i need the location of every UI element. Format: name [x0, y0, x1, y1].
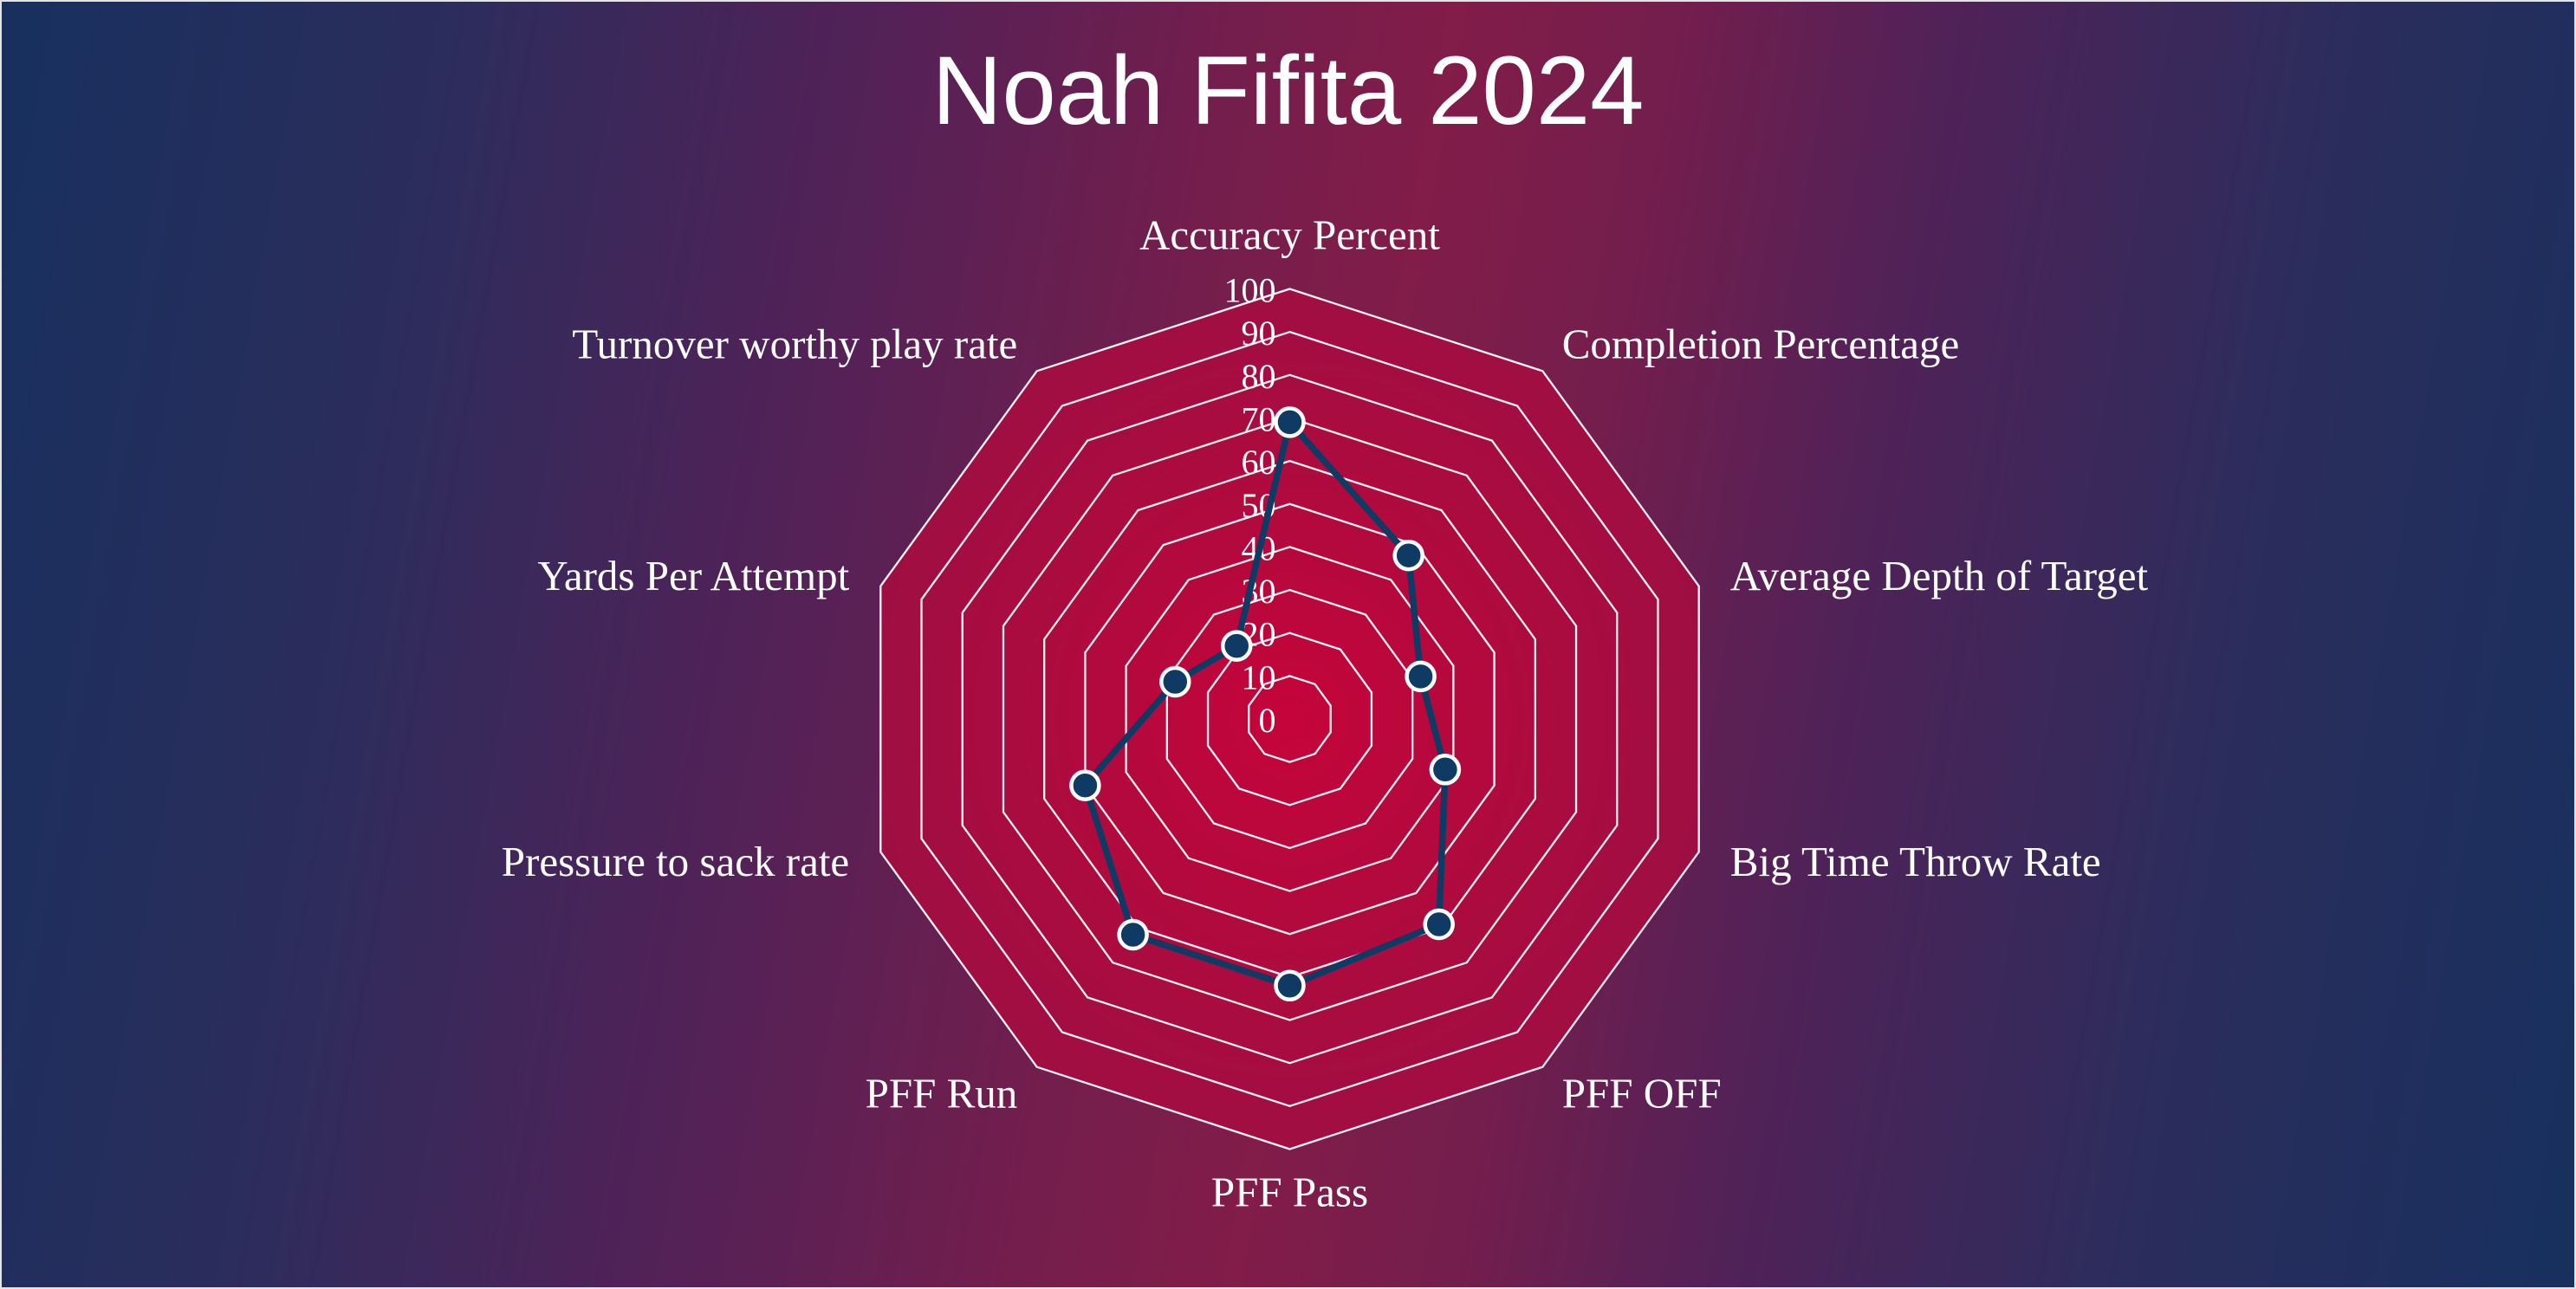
svg-text:0: 0: [1259, 701, 1276, 740]
svg-text:Pressure to sack rate: Pressure to sack rate: [502, 838, 849, 885]
svg-text:Completion Percentage: Completion Percentage: [1562, 321, 1960, 368]
svg-text:Big Time Throw Rate: Big Time Throw Rate: [1730, 838, 2101, 885]
svg-text:70: 70: [1242, 399, 1276, 438]
svg-text:PFF Pass: PFF Pass: [1211, 1169, 1368, 1216]
svg-text:Average Depth of Target: Average Depth of Target: [1730, 552, 2149, 599]
svg-text:Turnover worthy play rate: Turnover worthy play rate: [572, 321, 1017, 368]
svg-text:100: 100: [1224, 271, 1276, 310]
svg-text:10: 10: [1242, 657, 1276, 696]
svg-text:90: 90: [1242, 314, 1276, 353]
svg-text:80: 80: [1242, 357, 1276, 396]
svg-text:60: 60: [1242, 443, 1276, 482]
svg-text:PFF OFF: PFF OFF: [1562, 1069, 1722, 1117]
svg-text:Yards Per Attempt: Yards Per Attempt: [537, 552, 849, 599]
svg-text:Accuracy Percent: Accuracy Percent: [1139, 211, 1440, 259]
svg-text:PFF Run: PFF Run: [866, 1069, 1018, 1117]
